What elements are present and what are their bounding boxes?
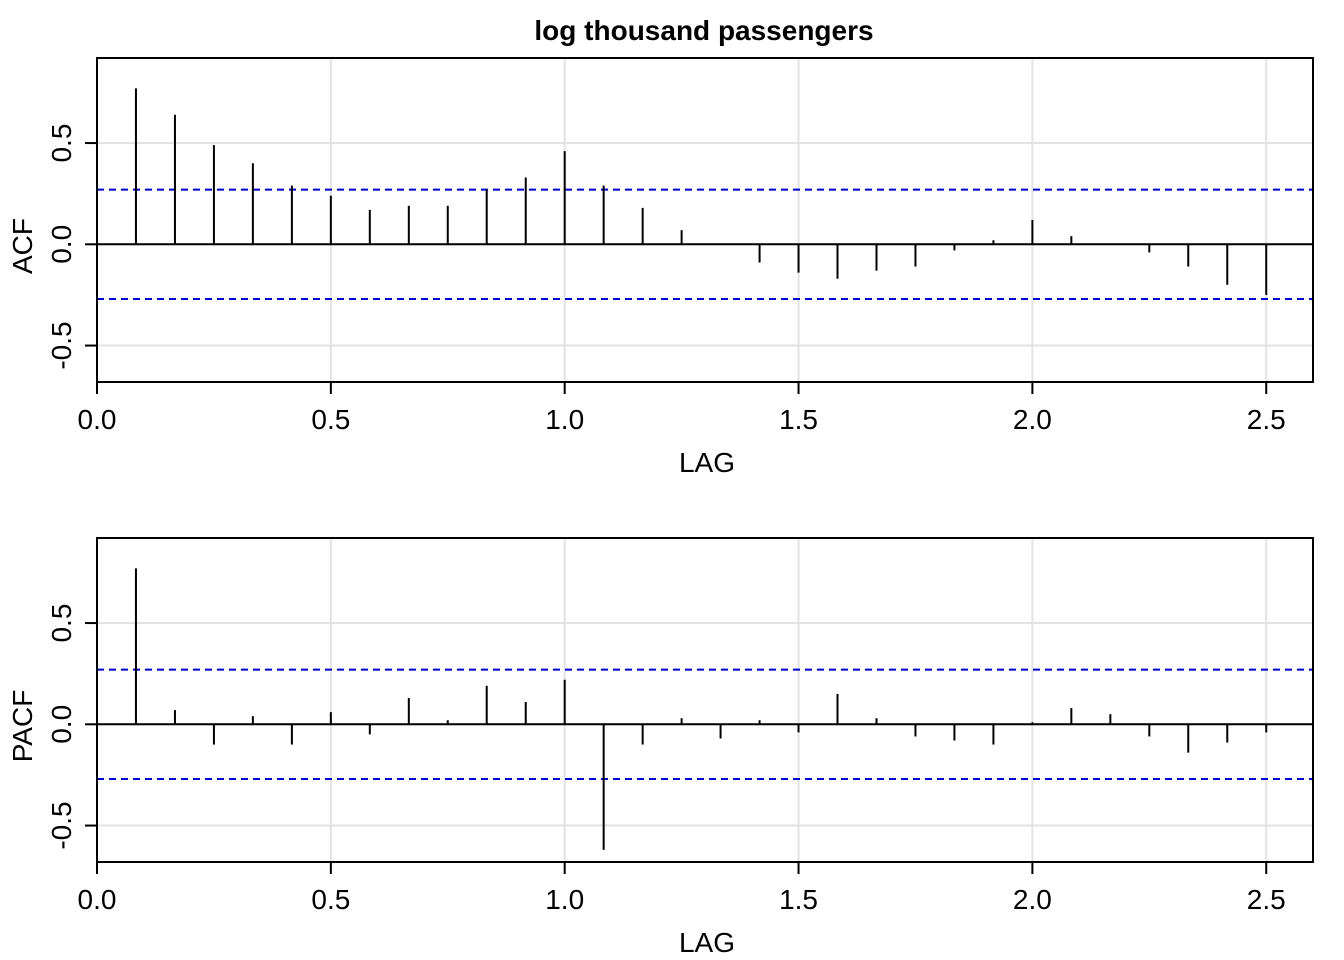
acf-x-tick-label-1: 0.5 xyxy=(311,404,350,435)
acf-y-tick-label-1: 0.0 xyxy=(46,225,77,264)
chart-title: log thousand passengers xyxy=(534,15,873,46)
acf-x-tick-label-4: 2.0 xyxy=(1013,404,1052,435)
acf-plot-frame xyxy=(96,57,1314,383)
pacf-panel: 0.0 0.5 1.0 1.5 2.0 2.5 -0.5 0.0 0.5 LAG PACF xyxy=(7,537,1314,958)
acf-x-tick-label-0: 0.0 xyxy=(78,404,117,435)
acf-y-axis-label: ACF xyxy=(7,218,38,274)
pacf-x-tick-label-2: 1.0 xyxy=(545,884,584,915)
acf-panel: 0.0 0.5 1.0 1.5 2.0 2.5 -0.5 0.0 0.5 LAG ACF xyxy=(7,57,1314,478)
pacf-x-tick-label-1: 0.5 xyxy=(311,884,350,915)
acf-x-tick-label-2: 1.0 xyxy=(545,404,584,435)
pacf-x-tick-label-4: 2.0 xyxy=(1013,884,1052,915)
pacf-x-axis-label: LAG xyxy=(679,927,735,958)
acf-x-tick-label-3: 1.5 xyxy=(779,404,818,435)
acf-y-tick-label-2: 0.5 xyxy=(46,124,77,163)
pacf-y-tick-label-2: 0.5 xyxy=(46,604,77,643)
pacf-x-tick-label-0: 0.0 xyxy=(78,884,117,915)
pacf-y-tick-label-1: 0.0 xyxy=(46,705,77,744)
acf-x-axis-label: LAG xyxy=(679,447,735,478)
pacf-x-tick-label-3: 1.5 xyxy=(779,884,818,915)
acf-y-tick-label-0: -0.5 xyxy=(46,321,77,369)
pacf-y-axis-label: PACF xyxy=(7,690,38,763)
pacf-y-tick-label-0: -0.5 xyxy=(46,801,77,849)
acf-x-tick-label-5: 2.5 xyxy=(1247,404,1286,435)
pacf-plot-frame xyxy=(96,537,1314,863)
pacf-x-tick-label-5: 2.5 xyxy=(1247,884,1286,915)
